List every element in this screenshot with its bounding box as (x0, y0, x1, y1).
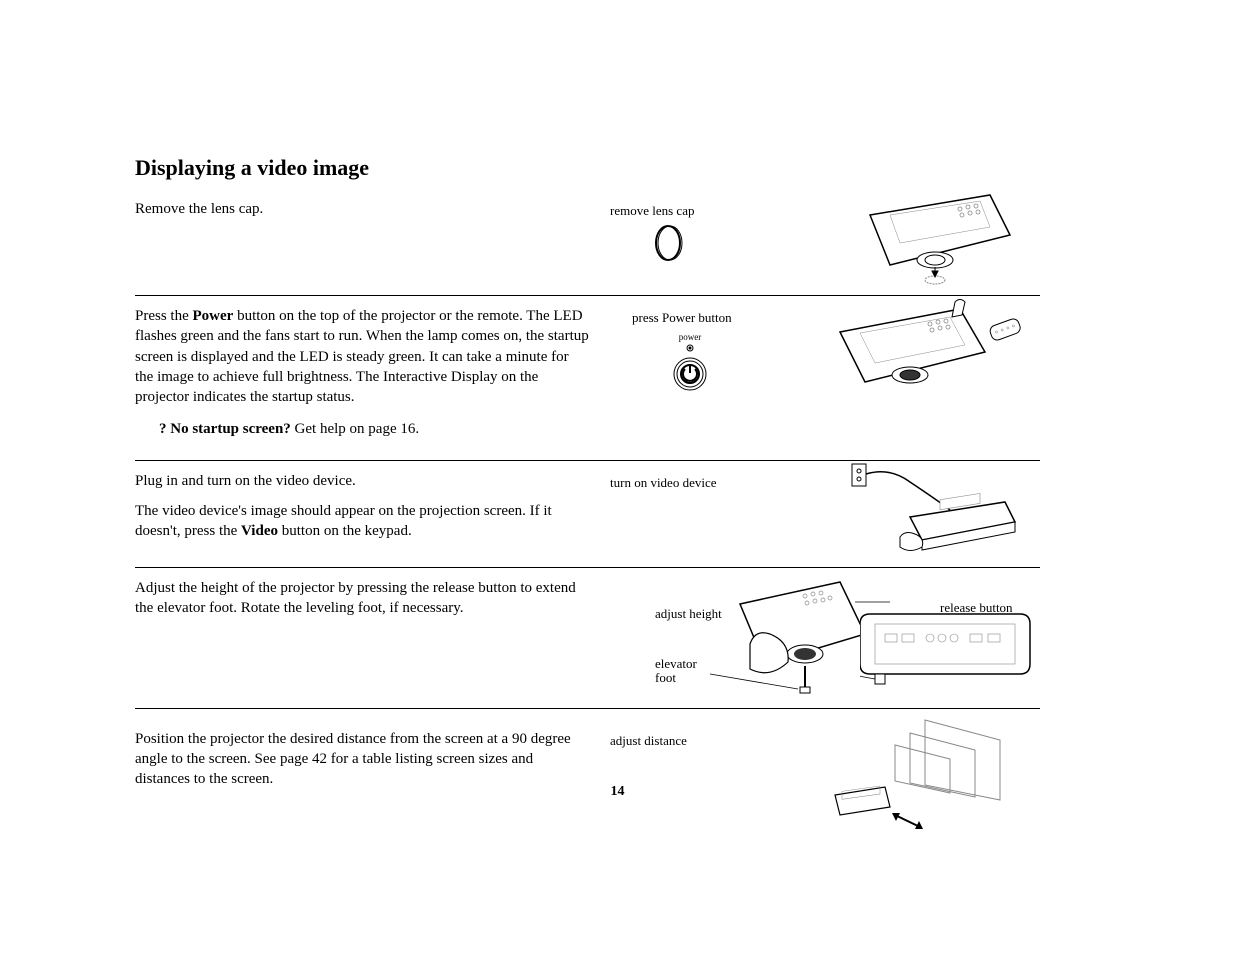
page-heading: Displaying a video image (135, 155, 1040, 181)
step-3-para-2: The video device's image should appear o… (135, 501, 590, 542)
video-device-icon (850, 462, 1030, 552)
step-text-2: Press the Power button on the top of the… (135, 302, 610, 450)
step-2-para-1: Press the Power button on the top of the… (135, 306, 590, 407)
step-text-1: Remove the lens cap. (135, 195, 610, 285)
projector-with-remote-icon (830, 297, 1030, 407)
step-caption-col-4: adjust height elevator foot (610, 574, 890, 698)
step-text-3: Plug in and turn on the video device. Th… (135, 467, 610, 557)
step-row-5: Position the projector the desired dista… (135, 715, 1040, 835)
step-row-4: Adjust the height of the projector by pr… (135, 574, 1040, 709)
step-illustration-2 (890, 302, 1040, 450)
lens-cap-icon (650, 219, 690, 269)
step-illustration-4: release button rotate leveling foot (890, 574, 1040, 698)
step-row-2: Press the Power button on the top of the… (135, 302, 1040, 461)
step-illustration-3 (890, 467, 1040, 557)
step-5-para: Position the projector the desired dista… (135, 729, 590, 790)
step-caption-col-1: remove lens cap (610, 195, 890, 285)
projector-rear-icon (860, 594, 1040, 704)
step-illustration-1 (890, 195, 1040, 285)
caption-turn-on-video: turn on video device (610, 475, 890, 491)
label-elevator-foot-2: foot (655, 670, 676, 686)
step-2-help: ? No startup screen? Get help on page 16… (135, 419, 590, 439)
step-3-para-1: Plug in and turn on the video device. (135, 471, 590, 491)
step-text-5: Position the projector the desired dista… (135, 725, 610, 825)
step-text-4: Adjust the height of the projector by pr… (135, 574, 610, 698)
step-caption-col-3: turn on video device (610, 467, 890, 557)
projector-distance-icon (830, 715, 1010, 835)
step-illustration-5 (890, 725, 1040, 825)
power-label: power (640, 332, 740, 342)
page-number: 14 (0, 784, 1235, 800)
step-1-para: Remove the lens cap. (135, 199, 590, 219)
step-row-3: Plug in and turn on the video device. Th… (135, 467, 1040, 568)
step-4-para: Adjust the height of the projector by pr… (135, 578, 590, 619)
power-button-icon: power (640, 332, 740, 396)
caption-remove-lens-cap: remove lens cap (610, 203, 890, 219)
manual-page: Displaying a video image Remove the lens… (0, 0, 1100, 835)
projector-top-icon (850, 185, 1020, 285)
step-row-1: Remove the lens cap. remove lens cap (135, 195, 1040, 296)
